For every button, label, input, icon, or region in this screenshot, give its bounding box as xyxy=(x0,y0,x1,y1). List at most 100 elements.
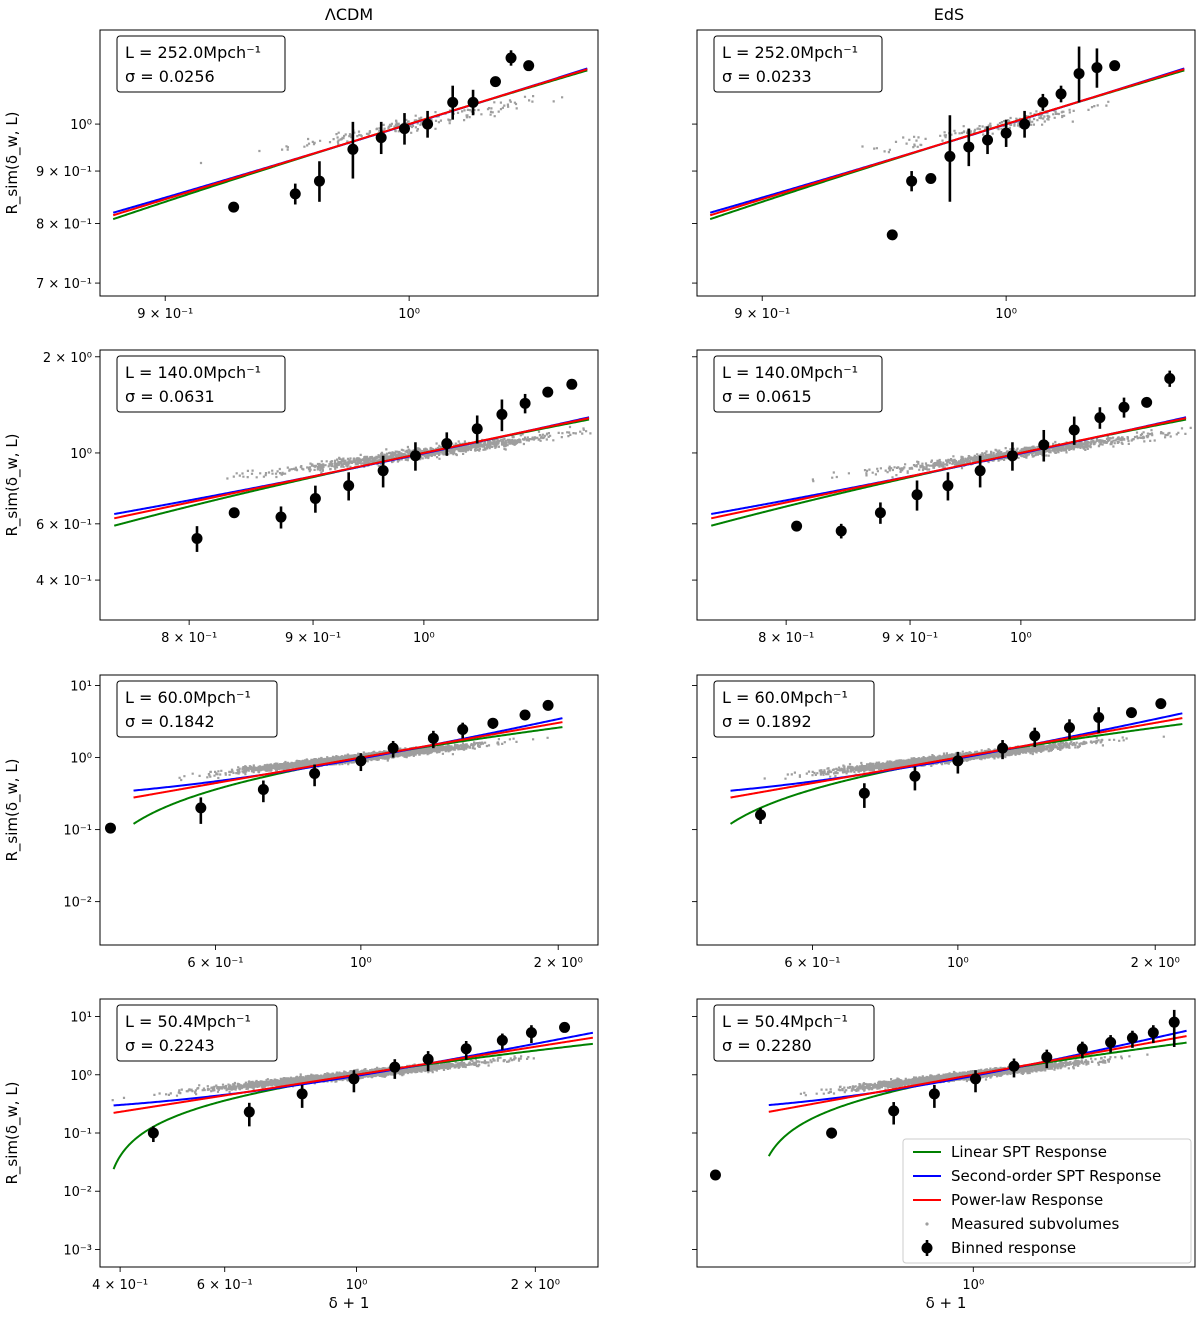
binned-point xyxy=(542,699,554,711)
panel-0: 9 × 10⁻¹ 10⁰ 7 × 10⁻¹ 8 × 10⁻¹ 9 × 10⁻¹ 10⁰ L… xyxy=(36,29,599,322)
y-tick: 6 × 10⁻¹ xyxy=(36,518,100,533)
info-box: L = 60.0Mpch⁻¹ σ = 0.1842 xyxy=(116,680,278,738)
info-box: L = 140.0Mpch⁻¹ σ = 0.0631 xyxy=(116,355,286,413)
plot-area xyxy=(113,378,592,552)
y-tick: 10⁻² xyxy=(63,1185,100,1200)
binned-point xyxy=(195,802,207,814)
power-response-curve xyxy=(709,68,1185,217)
binned-point xyxy=(309,768,321,780)
linear-response-curve xyxy=(112,1042,594,1170)
info-box-frame xyxy=(116,680,278,738)
measured-subvolumes xyxy=(861,100,1110,154)
binned-point xyxy=(1147,1027,1159,1039)
x-tick-label: 6 × 10⁻¹ xyxy=(187,956,243,971)
linear-response-curve xyxy=(709,69,1185,221)
y-tick: 4 × 10⁻¹ xyxy=(36,574,100,589)
length-scale-label: L = 60.0Mpch⁻¹ xyxy=(125,688,251,707)
binned-point xyxy=(399,123,411,135)
second-response-curve xyxy=(114,416,590,516)
binned-point xyxy=(289,188,301,200)
binned-point xyxy=(942,480,954,492)
x-tick: 9 × 10⁻¹ xyxy=(285,620,341,646)
y-tick: 7 × 10⁻¹ xyxy=(36,277,100,292)
panel-frame xyxy=(99,674,599,946)
y-tick-label: 10⁻³ xyxy=(63,1243,92,1258)
binned-point xyxy=(1126,1032,1138,1044)
plot-area xyxy=(709,46,1185,241)
binned-point xyxy=(1164,373,1176,385)
binned-point xyxy=(257,784,269,796)
plot-area xyxy=(709,1009,1187,1181)
info-box-frame xyxy=(713,1004,875,1062)
x-tick: 10⁰ xyxy=(995,296,1017,322)
info-box: L = 252.0Mpch⁻¹ σ = 0.0256 xyxy=(116,35,286,93)
panel-1: 9 × 10⁻¹ 10⁰ L = 252.0Mpch⁻¹ σ = 0.0233 xyxy=(692,29,1196,322)
binned-point xyxy=(826,1127,838,1139)
sigma-label: σ = 0.1892 xyxy=(722,712,812,731)
info-box-frame xyxy=(116,355,286,413)
binned-point xyxy=(457,724,469,736)
binned-point xyxy=(1055,88,1067,100)
binned-point xyxy=(1094,412,1106,424)
binned-point xyxy=(275,511,287,523)
x-tick: 9 × 10⁻¹ xyxy=(882,620,938,646)
binned-point xyxy=(963,141,975,153)
binned-point xyxy=(496,408,508,420)
x-tick: 2 × 10⁰ xyxy=(534,945,583,971)
x-tick-label: 2 × 10⁰ xyxy=(534,956,583,971)
binned-point xyxy=(888,1105,900,1117)
plot-area xyxy=(111,1021,594,1170)
x-tick: 10⁰ xyxy=(1010,620,1032,646)
binned-point xyxy=(1125,707,1137,719)
y-tick-label: 10⁰ xyxy=(70,1069,92,1084)
panel-5: 6 × 10⁻¹ 10⁰ 2 × 10⁰ L = 60.0Mpch⁻¹ σ = 0.… xyxy=(692,674,1196,971)
y-tick: 9 × 10⁻¹ xyxy=(36,165,100,180)
plot-layer: 6 × 10⁻¹ 10⁰ 2 × 10⁰ xyxy=(692,685,1183,971)
legend-binned-label: Binned response xyxy=(951,1239,1076,1257)
binned-point xyxy=(228,201,240,213)
legend-measured-label: Measured subvolumes xyxy=(951,1215,1119,1233)
panel-4: 6 × 10⁻¹ 10⁰ 2 × 10⁰ 10⁻² 10⁻¹ 10⁰ 10¹ L = 60.… xyxy=(63,674,599,971)
binned-point xyxy=(835,525,847,537)
binned-point xyxy=(997,742,1009,754)
x-tick: 10⁰ xyxy=(346,1267,367,1293)
binned-point xyxy=(1168,1016,1180,1028)
x-tick-label: 6 × 10⁻¹ xyxy=(197,1278,253,1293)
y-tick-label: 10⁻² xyxy=(63,1185,92,1200)
linear-response-curve xyxy=(113,418,590,527)
binned-point xyxy=(858,787,870,799)
y-tick-label: 10⁰ xyxy=(70,447,92,462)
binned-point xyxy=(409,450,421,462)
length-scale-label: L = 140.0Mpch⁻¹ xyxy=(125,363,261,382)
panel-frame xyxy=(99,29,599,297)
plot-layer: 6 × 10⁻¹ 10⁰ 2 × 10⁰ 10⁻² 10⁻¹ 10⁰ 10¹ xyxy=(63,680,582,971)
axis-ticks: 9 × 10⁻¹ 10⁰ xyxy=(692,123,1017,322)
axis-ticks: 8 × 10⁻¹ 9 × 10⁻¹ 10⁰ 4 × 10⁻¹ 6 × 10⁻¹ 10⁰ 2 … xyxy=(36,351,435,646)
panel-frame xyxy=(696,29,1196,297)
binned-point xyxy=(422,118,434,130)
y-tick-label: 7 × 10⁻¹ xyxy=(36,277,92,292)
binned-point xyxy=(355,755,367,767)
y-tick: 10⁰ xyxy=(70,447,100,462)
column-title-lcdm: ΛCDM xyxy=(325,5,373,24)
length-scale-label: L = 140.0Mpch⁻¹ xyxy=(722,363,858,382)
binned-point xyxy=(296,1088,308,1100)
binned-point xyxy=(389,1061,401,1073)
plot-area xyxy=(112,50,588,221)
binned-point xyxy=(542,386,554,398)
y-tick: 2 × 10⁰ xyxy=(43,351,100,366)
legend-measured-swatch xyxy=(925,1222,929,1226)
measured-subvolumes xyxy=(226,425,592,480)
panel-frame xyxy=(696,349,1196,621)
binned-point xyxy=(874,507,886,519)
y-tick-label: 10⁻¹ xyxy=(63,1127,92,1142)
panel-7: 10⁰ L = 50.4Mpch⁻¹ σ = 0.2280 Linear SPT… xyxy=(692,998,1196,1293)
x-tick: 6 × 10⁻¹ xyxy=(187,945,243,971)
binned-point xyxy=(1091,62,1103,74)
info-box-frame xyxy=(713,35,883,93)
binned-point xyxy=(519,709,531,721)
binned-point xyxy=(525,1027,537,1039)
panel-3: 8 × 10⁻¹ 9 × 10⁻¹ 10⁰ L = 140.0Mpch⁻¹ σ = … xyxy=(692,349,1196,646)
x-tick-label: 9 × 10⁻¹ xyxy=(137,307,193,322)
